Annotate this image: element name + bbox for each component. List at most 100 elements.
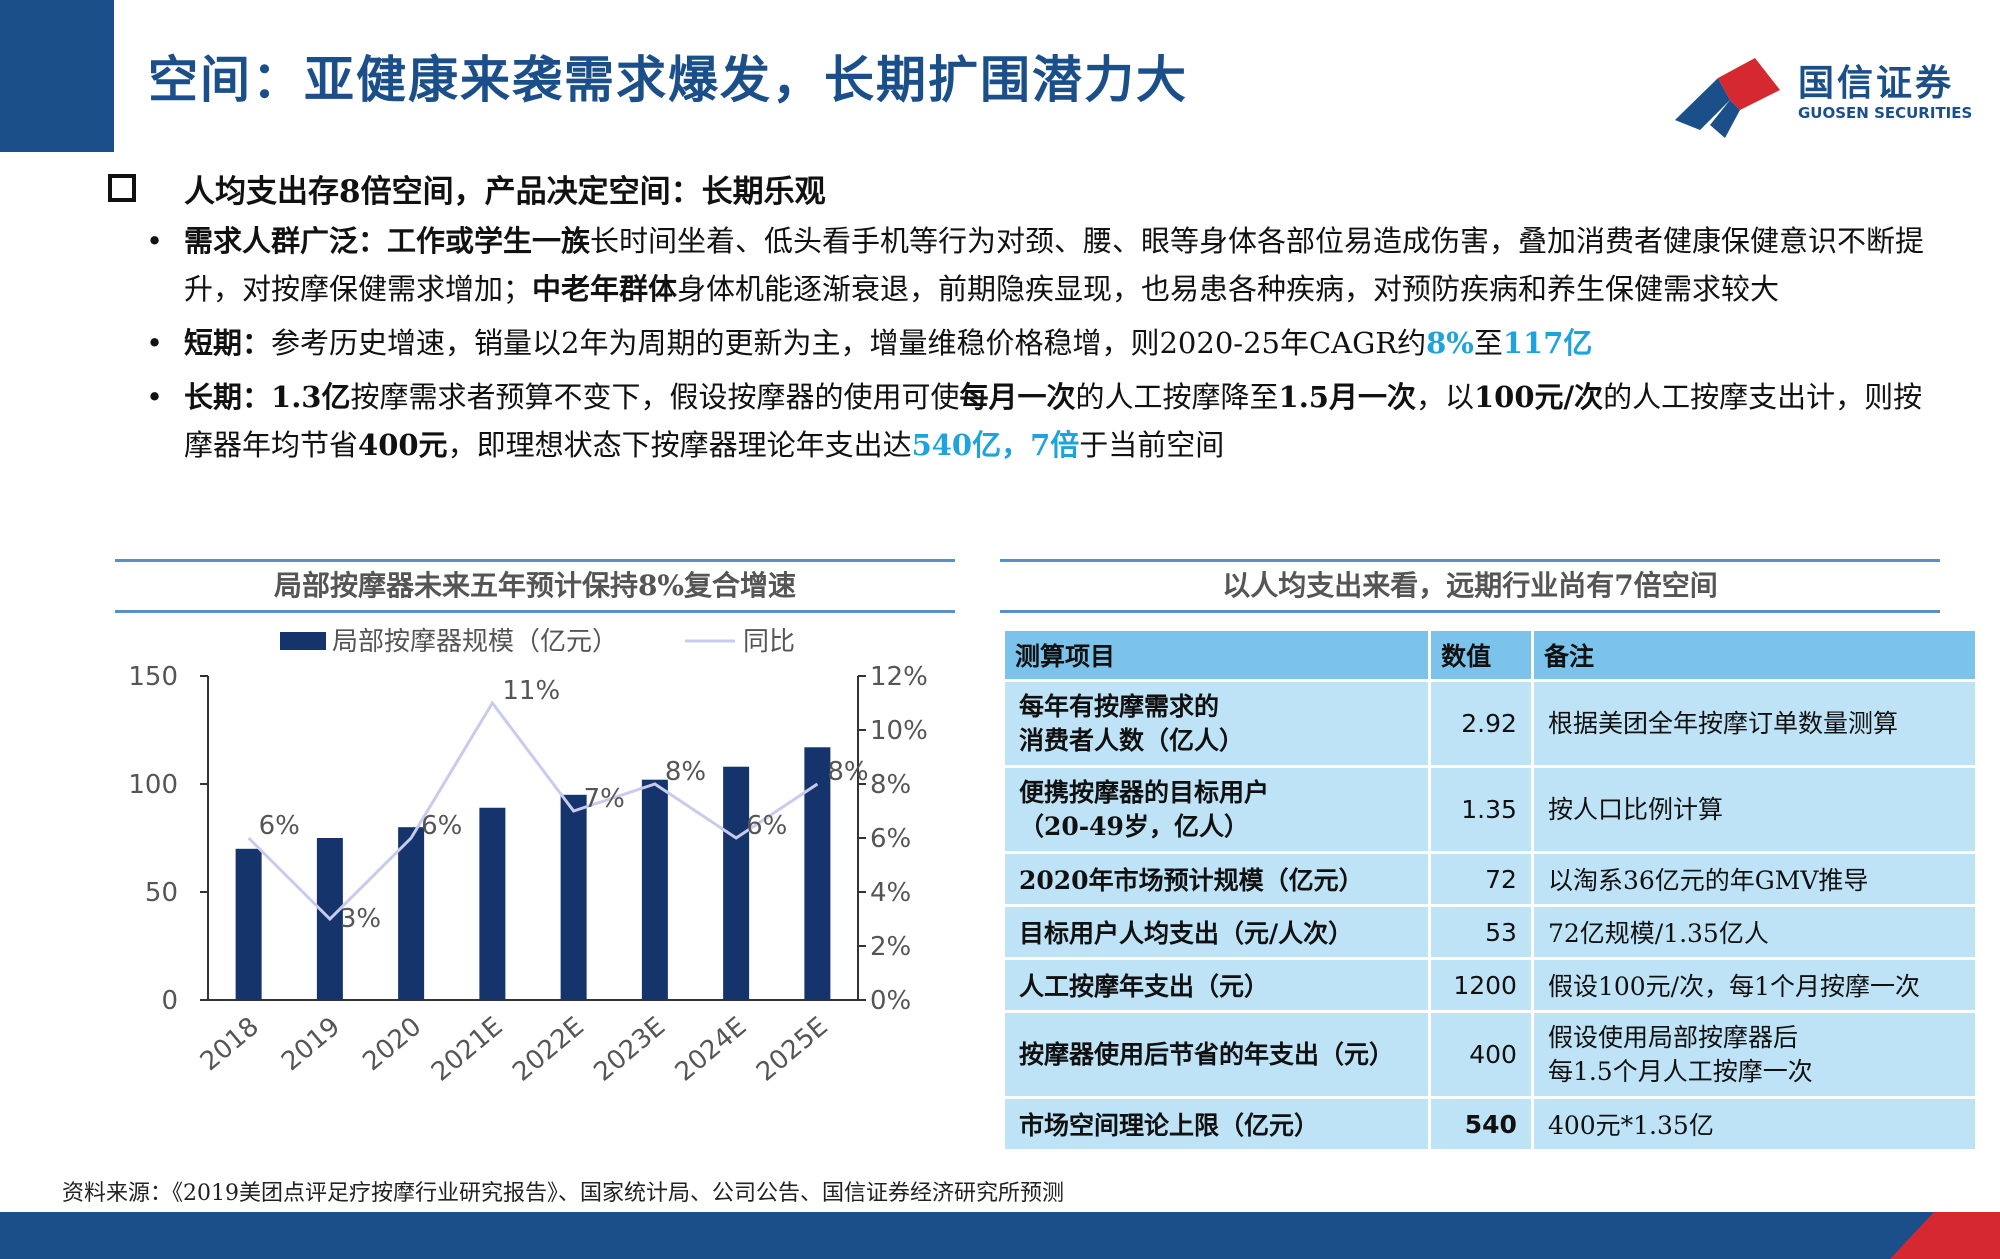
corner-block xyxy=(0,0,114,152)
bullet-text: 参考历史增速，销量以2年为周期的更新为主，增量维稳价格稳增，则2020-25年C… xyxy=(271,326,1427,360)
yoy-data-label: 7% xyxy=(584,784,625,814)
bullet-demand: • 需求人群广泛：工作或学生一族长时间坐着、低头看手机等行为对颈、腰、眼等身体各… xyxy=(108,217,1938,313)
row-item-line: 便携按摩器的目标用户 xyxy=(1019,777,1270,807)
table-row: 便携按摩器的目标用户 （20-49岁，亿人） 1.35 按人口比例计算 xyxy=(1005,768,1975,851)
table-row: 2020年市场预计规模（亿元） 72 以淘系36亿元的年GMV推导 xyxy=(1005,854,1975,904)
table-header: 以人均支出来看，远期行业尚有7倍空间 xyxy=(1000,559,1940,613)
row-value: 72 xyxy=(1431,854,1531,904)
section-heading: 人均支出存8倍空间，产品决定空间：长期乐观 xyxy=(108,165,1938,211)
x-tick-label: 2024E xyxy=(670,1012,753,1088)
bullet-highlight: 117亿 xyxy=(1502,326,1593,360)
yoy-data-label: 6% xyxy=(421,811,462,841)
section-heading-text: 人均支出存8倍空间，产品决定空间：长期乐观 xyxy=(184,173,826,210)
logo-text-cn: 国信证券 xyxy=(1798,63,1955,104)
table-header-row: 测算项目 数值 备注 xyxy=(1005,631,1975,679)
bar-2018 xyxy=(235,848,262,1000)
col-header-value: 数值 xyxy=(1431,631,1531,679)
bullet-bold: 中老年群体 xyxy=(532,272,678,306)
x-tick-label: 2019 xyxy=(276,1012,346,1078)
y-right-tick-label: 0% xyxy=(870,986,911,1016)
bullet-text: 长时间坐着、低头看手机等行为对颈、腰、眼等身体各部位易造成伤害，叠加消费者健康保… xyxy=(184,224,1925,306)
footer-bar xyxy=(0,1212,2000,1259)
bullet-bold: 100元/ xyxy=(1473,380,1575,414)
y-right-tick-label: 10% xyxy=(870,716,928,746)
row-note-line: 假设使用局部按摩器后 xyxy=(1547,1022,1798,1052)
bullet-bold: 1.3亿 xyxy=(271,380,351,414)
row-value: 1200 xyxy=(1431,960,1531,1010)
row-item: 每年有按摩需求的 消费者人数（亿人） xyxy=(1005,682,1429,765)
bullet-dot-icon: • xyxy=(146,224,164,258)
row-note: 假设100元/次，每1个月按摩一次 xyxy=(1533,960,1975,1010)
y-left-tick-label: 100 xyxy=(128,770,178,800)
x-tick-label: 2022E xyxy=(507,1012,590,1088)
y-right-tick-label: 8% xyxy=(870,770,911,800)
legend-bar-label: 局部按摩器规模（亿元） xyxy=(332,627,618,657)
bar-2021E xyxy=(479,807,506,1000)
bullet-label: 短期： xyxy=(184,326,272,360)
row-note: 假设使用局部按摩器后 每1.5个月人工按摩一次 xyxy=(1533,1013,1975,1096)
col-header-item: 测算项目 xyxy=(1005,631,1429,679)
row-value: 53 xyxy=(1431,907,1531,957)
row-item-line: 消费者人数（亿人） xyxy=(1019,725,1245,755)
bullet-text: 按摩需求者预算不变下，假设按摩器的使用可使 xyxy=(350,380,960,414)
bullet-bold: 每月一次 xyxy=(959,380,1076,414)
row-item: 按摩器使用后节省的年支出（元） xyxy=(1005,1013,1429,1096)
bullet-bold: 400元 xyxy=(358,428,448,462)
chart-header: 局部按摩器未来五年预计保持8%复合增速 xyxy=(115,559,955,613)
y-left-tick-label: 0 xyxy=(161,986,178,1016)
yoy-data-label: 6% xyxy=(259,811,300,841)
square-bullet-icon xyxy=(108,174,136,202)
row-note: 按人口比例计算 xyxy=(1533,768,1975,851)
row-value: 2.92 xyxy=(1431,682,1531,765)
row-item: 2020年市场预计规模（亿元） xyxy=(1005,854,1429,904)
row-note: 72亿规模/1.35亿人 xyxy=(1533,907,1975,957)
logo-text-en: GUOSEN SECURITIES xyxy=(1798,104,1973,122)
table-row: 人工按摩年支出（元） 1200 假设100元/次，每1个月按摩一次 xyxy=(1005,960,1975,1010)
x-tick-label: 2018 xyxy=(195,1012,265,1078)
row-item: 人工按摩年支出（元） xyxy=(1005,960,1429,1010)
table-row: 按摩器使用后节省的年支出（元） 400 假设使用局部按摩器后 每1.5个月人工按摩… xyxy=(1005,1013,1975,1096)
summary-section: 人均支出存8倍空间，产品决定空间：长期乐观 • 需求人群广泛：工作或学生一族长时… xyxy=(108,165,1938,469)
bullet-dot-icon: • xyxy=(146,326,164,360)
bullet-text: 身体机能逐渐衰退，前期隐疾显现，也易患各种疾病，对预防疾病和养生保健需求较大 xyxy=(677,272,1780,306)
legend-line-label: 同比 xyxy=(743,627,795,657)
y-right-tick-label: 2% xyxy=(870,932,911,962)
y-right-tick-label: 6% xyxy=(870,824,911,854)
bullet-bold: 1.5月一次 xyxy=(1278,380,1416,414)
bar-2020 xyxy=(398,827,425,1000)
logo: 国信证券 GUOSEN SECURITIES xyxy=(1670,50,1972,140)
bullet-text: ，即理想状态下按摩器理论年支出达 xyxy=(447,428,912,462)
yoy-data-label: 6% xyxy=(746,811,787,841)
x-tick-label: 2025E xyxy=(751,1012,834,1088)
bullet-label: 长期： xyxy=(184,380,272,414)
yoy-data-label: 3% xyxy=(340,904,381,934)
guosen-logo-icon xyxy=(1675,58,1780,138)
bullet-text: 于当前空间 xyxy=(1079,428,1225,462)
table-row: 每年有按摩需求的 消费者人数（亿人） 2.92 根据美团全年按摩订单数量测算 xyxy=(1005,682,1975,765)
bullet-text: 的人工按摩降至 xyxy=(1075,380,1279,414)
row-note: 以淘系36亿元的年GMV推导 xyxy=(1533,854,1975,904)
bullet-dot-icon: • xyxy=(146,380,164,414)
estimation-table: 测算项目 数值 备注 每年有按摩需求的 消费者人数（亿人） 2.92 根据美团全年… xyxy=(1002,628,1978,1152)
row-item-line: 每年有按摩需求的 xyxy=(1019,691,1220,721)
row-note: 400元*1.35亿 xyxy=(1533,1099,1975,1149)
row-value: 400 xyxy=(1431,1013,1531,1096)
bullet-text: ，以 xyxy=(1415,380,1474,414)
yoy-line xyxy=(247,700,819,922)
yoy-data-label: 11% xyxy=(502,676,560,706)
bar-2024E xyxy=(723,766,750,1000)
row-item: 市场空间理论上限（亿元） xyxy=(1005,1099,1429,1149)
bullet-highlight: 8% xyxy=(1426,326,1474,360)
table-row: 市场空间理论上限（亿元） 540 400元*1.35亿 xyxy=(1005,1099,1975,1149)
row-item: 便携按摩器的目标用户 （20-49岁，亿人） xyxy=(1005,768,1429,851)
bullet-short-term: • 短期：参考历史增速，销量以2年为周期的更新为主，增量维稳价格稳增，则2020… xyxy=(108,319,1938,367)
bullet-long-term: • 长期：1.3亿按摩需求者预算不变下，假设按摩器的使用可使每月一次的人工按摩降… xyxy=(108,373,1938,469)
x-tick-label: 2021E xyxy=(426,1012,509,1088)
y-right-tick-label: 12% xyxy=(870,662,928,692)
bullet-bold: 工作或学生一族 xyxy=(387,224,591,258)
y-left-tick-label: 150 xyxy=(128,662,178,692)
row-item: 目标用户人均支出（元/人次） xyxy=(1005,907,1429,957)
source-note: 资料来源：《2019美团点评足疗按摩行业研究报告》、国家统计局、公司公告、国信证… xyxy=(62,1181,1064,1206)
row-value: 1.35 xyxy=(1431,768,1531,851)
yoy-data-label: 8% xyxy=(827,757,868,787)
